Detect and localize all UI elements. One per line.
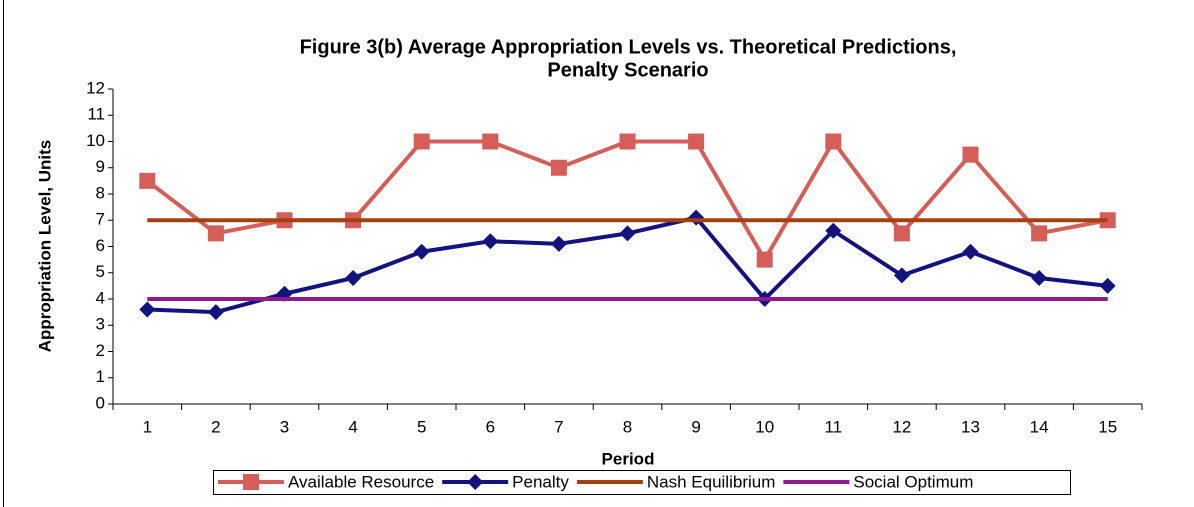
y-tick-label: 3 (96, 315, 105, 334)
y-tick-label: 0 (96, 393, 105, 412)
x-tick-label: 12 (892, 417, 911, 436)
y-axis-label: Appropriation Level, Units (35, 140, 54, 353)
y-tick-label: 5 (96, 262, 105, 281)
x-tick-label: 7 (554, 417, 563, 436)
x-tick-label: 10 (755, 417, 774, 436)
x-tick-label: 13 (961, 417, 980, 436)
x-tick-label: 5 (417, 417, 426, 436)
y-tick-label: 8 (96, 183, 105, 202)
x-tick-label: 8 (623, 417, 632, 436)
legend-marker (467, 474, 484, 490)
legend-marker (243, 474, 259, 490)
marker (825, 222, 842, 239)
marker (139, 172, 156, 189)
marker (413, 243, 430, 260)
x-tick-label: 3 (280, 417, 289, 436)
chart-title: Figure 3(b) Average Appropriation Levels… (300, 36, 957, 58)
marker (825, 133, 842, 150)
marker (962, 243, 979, 260)
marker (619, 133, 636, 150)
x-tick-label: 4 (348, 417, 357, 436)
legend-label: Nash Equilibrium (647, 472, 776, 491)
y-tick-label: 12 (86, 78, 105, 97)
marker (345, 270, 362, 286)
legend-label: Social Optimum (853, 472, 973, 491)
marker (1031, 270, 1048, 286)
y-tick-label: 7 (96, 210, 105, 229)
chart-title: Penalty Scenario (547, 59, 708, 81)
marker (139, 301, 156, 318)
x-tick-label: 9 (691, 417, 700, 436)
y-tick-label: 11 (87, 105, 105, 124)
x-tick-label: 6 (486, 417, 495, 436)
x-tick-label: 11 (824, 417, 842, 436)
marker (482, 233, 499, 250)
x-tick-label: 2 (211, 417, 220, 436)
y-tick-label: 4 (96, 288, 105, 307)
marker (550, 235, 567, 252)
marker (207, 225, 224, 242)
marker (550, 159, 567, 176)
marker (619, 225, 636, 242)
marker (1099, 277, 1116, 294)
y-tick-label: 9 (96, 157, 105, 176)
x-tick-label: 1 (143, 417, 152, 436)
x-axis-label: Period (602, 449, 655, 468)
marker (962, 146, 979, 163)
x-tick-label: 15 (1098, 417, 1117, 436)
marker (413, 133, 430, 150)
x-tick-label: 14 (1030, 417, 1049, 436)
marker (1031, 225, 1048, 242)
chart-frame (3, 0, 1194, 507)
marker (482, 133, 499, 150)
legend-label: Penalty (512, 472, 569, 491)
marker (893, 225, 910, 242)
legend-label: Available Resource (288, 472, 434, 491)
marker (688, 133, 705, 150)
marker (207, 304, 224, 321)
y-tick-label: 1 (96, 367, 105, 386)
marker (893, 267, 910, 284)
y-tick-label: 2 (96, 341, 105, 360)
marker (756, 251, 773, 268)
y-tick-label: 10 (86, 131, 105, 150)
y-tick-label: 6 (96, 236, 105, 255)
